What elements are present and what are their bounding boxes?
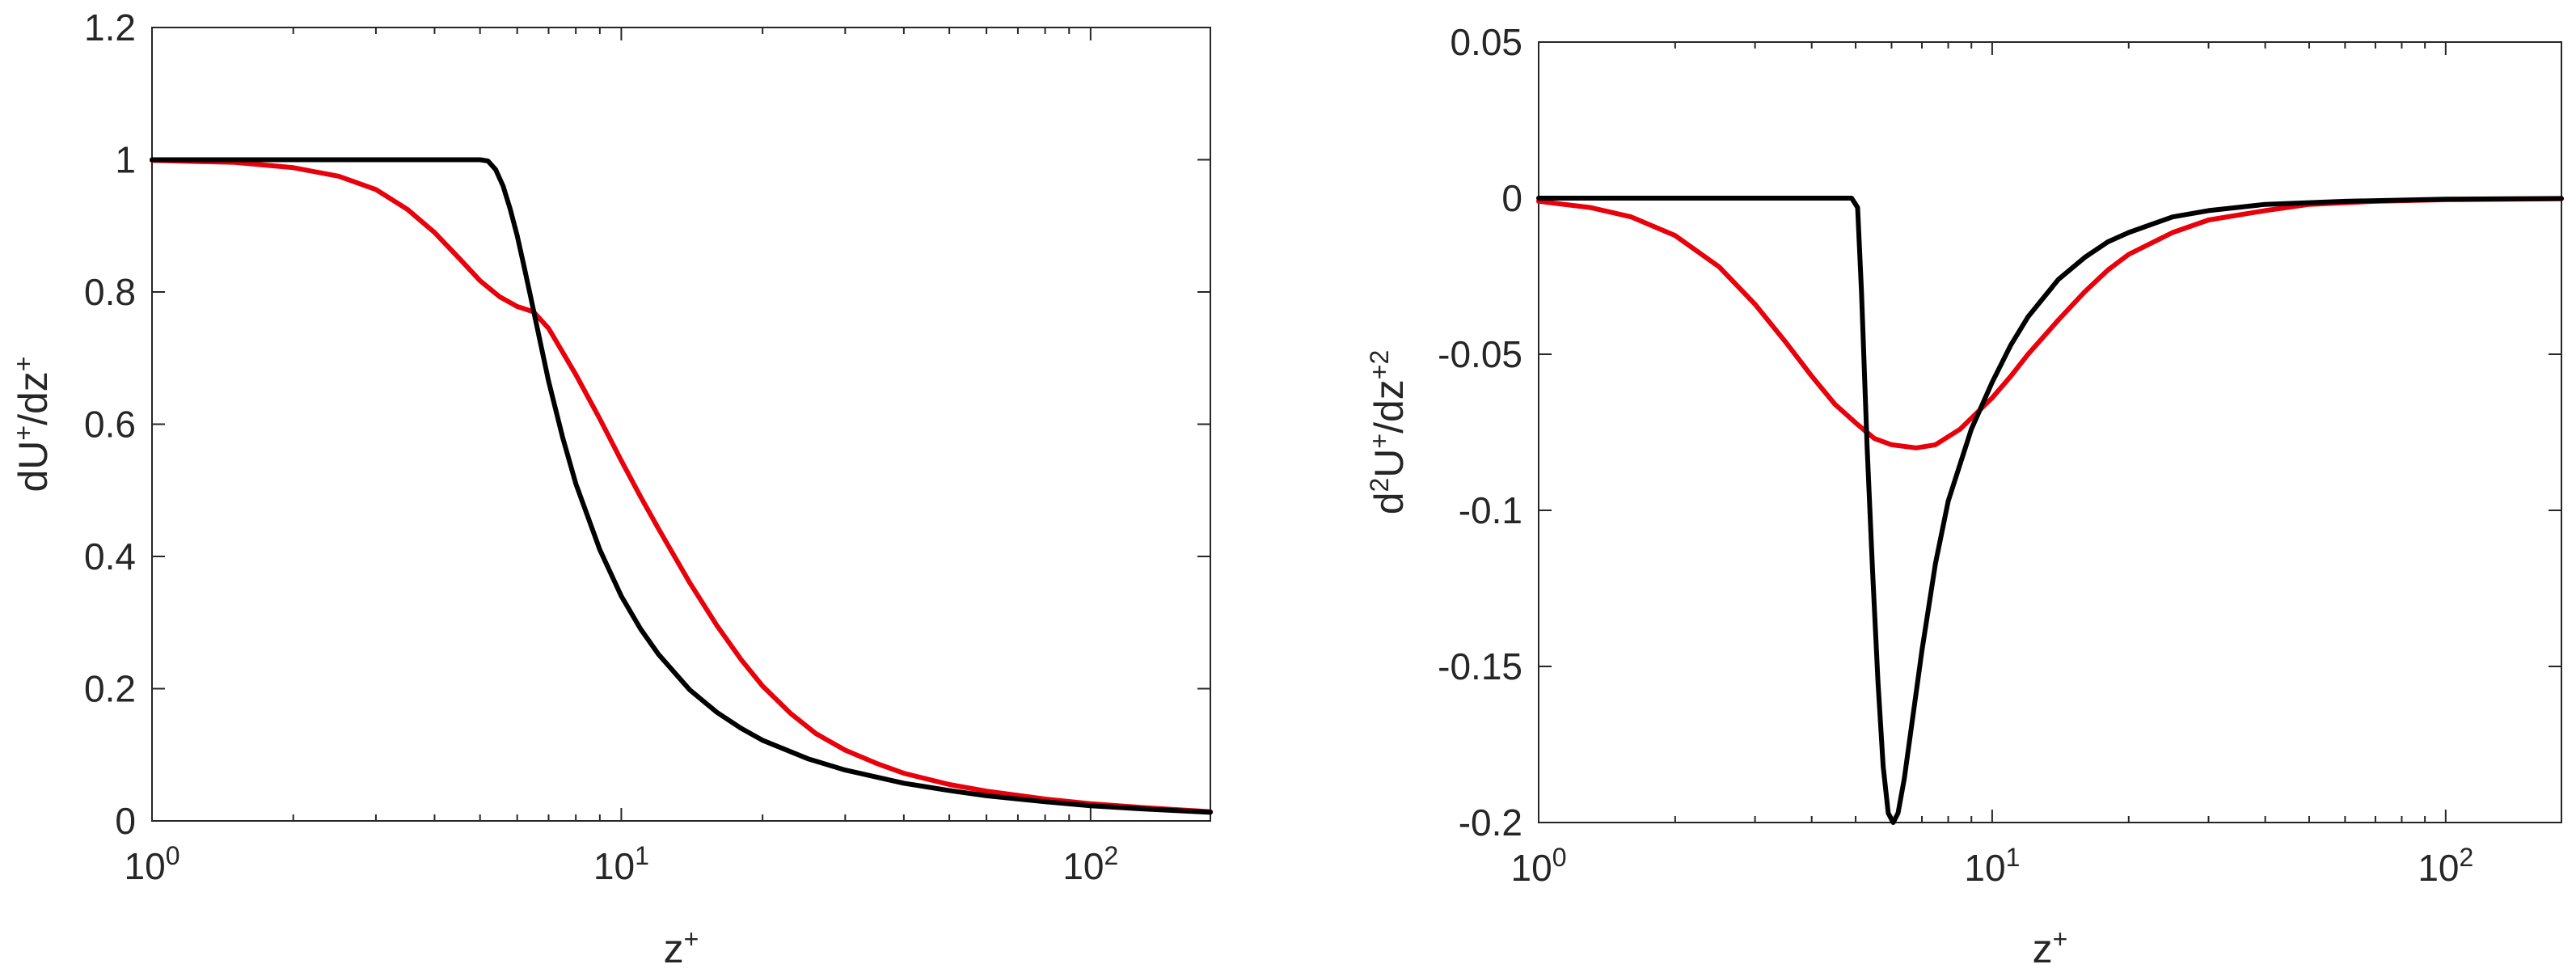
chart1-x-tick-label: 101 [1964,843,2020,889]
chart0-series-1-line [150,157,1213,815]
chart-right-d2udz2: 100 101 102 -0.2 -0.15 -0.1 -0.05 0 0.05 z+ d2U+/d… [1365,21,2564,971]
chart0-y-axis-label: dU+/dz+ [9,357,56,493]
chart0-y-tick-label: 0.2 [84,668,136,710]
chart0-y-tick-label: 1 [115,139,136,181]
chart0-y-tick-label: 1.2 [84,6,136,49]
chart1-y-axis-label: d2U+/dz+2 [1365,350,1412,515]
chart1-y-tick-label: -0.15 [1438,645,1522,687]
chart1-plot-frame [1538,41,2562,823]
chart-left-dudz: 100 101 102 0 0.2 0.4 0.6 0.8 1 1.2 z+ dU+/dz+ [9,6,1213,971]
chart1-x-tick-label: 102 [2418,843,2473,889]
chart1-y-tick-label: -0.05 [1438,333,1522,375]
chart1-y-tick-label: 0.05 [1450,21,1522,63]
chart1-series-0-line [1536,196,2564,450]
chart0-x-axis-label: z+ [664,924,699,971]
chart1-x-tick-label: 100 [1511,843,1567,889]
chart0-y-tick-label: 0.8 [84,271,136,313]
chart1-x-axis-label: z+ [2033,924,2068,971]
chart0-series-0-line [150,158,1213,814]
chart1-y-tick-label: -0.2 [1459,801,1522,844]
chart0-y-tick-label: 0.4 [84,535,136,577]
chart1-series-1-line [1536,196,2564,825]
chart1-y-tick-label: -0.1 [1459,489,1522,531]
chart0-x-tick-label: 100 [125,841,180,887]
chart0-x-tick-label: 101 [593,841,649,887]
chart1-y-tick-label: 0 [1501,177,1522,219]
chart0-x-tick-label: 102 [1062,841,1118,887]
chart0-y-tick-label: 0 [115,800,136,842]
chart0-plot-frame [151,27,1211,822]
chart0-y-tick-label: 0.6 [84,404,136,446]
